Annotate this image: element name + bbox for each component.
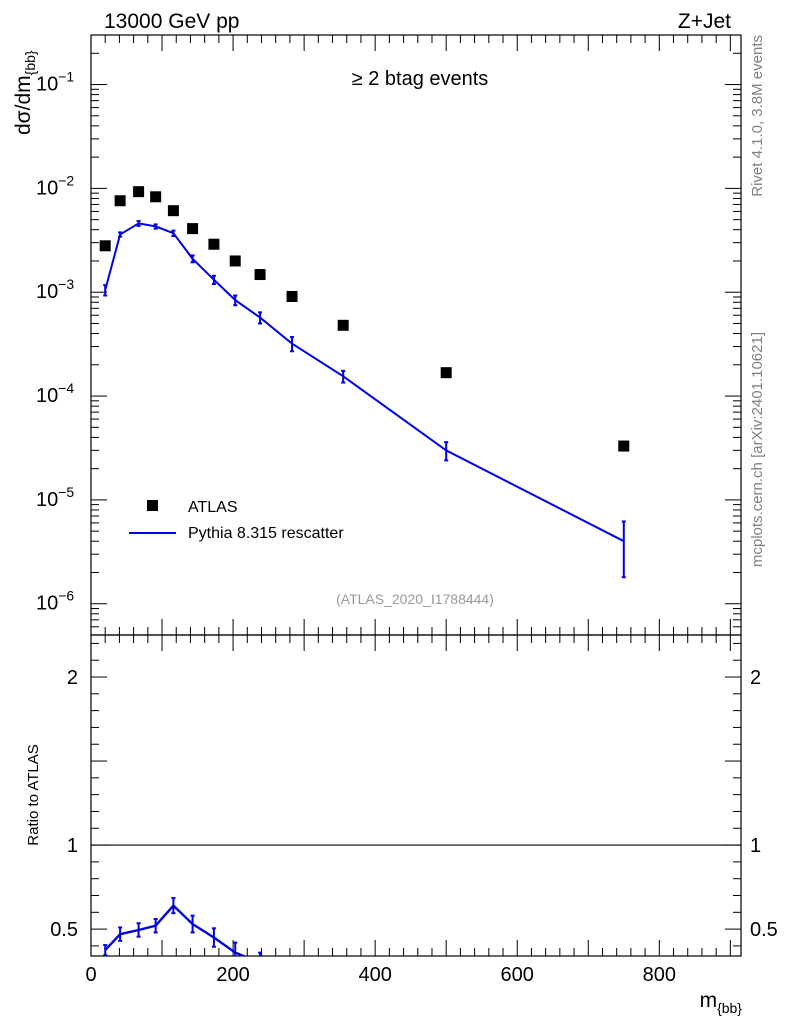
y-tick-exponent: −1 — [58, 69, 74, 85]
mcplots-label: mcplots.cern.ch [arXiv:2401.10621] — [749, 332, 766, 567]
atlas-data-point — [208, 238, 220, 250]
analysis-label: (ATLAS_2020_I1788444) — [336, 591, 494, 607]
atlas-data-point — [440, 367, 452, 379]
atlas-data-point — [254, 269, 266, 281]
ratio-y-axis-title: Ratio to ATLAS — [25, 744, 42, 845]
main-frame — [90, 34, 742, 636]
x-tick-label: 200 — [216, 964, 249, 986]
atlas-data-point — [167, 205, 179, 217]
x-tick-label: 400 — [358, 964, 391, 986]
y-axis-title-sub: {bb} — [22, 50, 38, 75]
atlas-data-point — [133, 186, 145, 198]
ratio-y-tick-label: 1 — [67, 835, 78, 857]
legend-label-pythia: Pythia 8.315 rescatter — [188, 525, 344, 542]
ratio-y-tick-label: 2 — [67, 667, 78, 689]
x-tick-label: 800 — [643, 964, 676, 986]
legend: ATLAS Pythia 8.315 rescatter — [129, 499, 344, 542]
y-tick-exponent: −3 — [58, 276, 74, 292]
mc-series-main — [103, 220, 626, 579]
y-tick-label: 10−6 — [36, 588, 74, 615]
main-axis-ticks — [91, 52, 741, 636]
y-axis-title-main: dσ/dm — [12, 75, 35, 135]
legend-marker-atlas — [147, 500, 158, 511]
y-tick-exponent: −6 — [58, 588, 74, 604]
atlas-data-point — [114, 195, 126, 207]
main-y-tick-labels: 10−1 10−2 10−3 10−4 10−5 10−6 — [36, 69, 74, 615]
ratio-frame — [90, 634, 742, 957]
ratio-x-ticks — [90, 635, 731, 956]
atlas-data-point — [229, 255, 241, 267]
y-tick-label: 10−1 — [36, 69, 74, 96]
x-tick-label: 0 — [85, 964, 96, 986]
ratio-y-tick-label: 0.5 — [50, 919, 78, 941]
ratio-y-tick-label: 2 — [750, 667, 761, 689]
ratio-y-tick-label: 1 — [750, 835, 761, 857]
atlas-data-point — [618, 440, 630, 452]
x-tick-label: 600 — [501, 964, 534, 986]
atlas-series-main — [99, 186, 630, 452]
x-axis-title: m{bb} — [700, 989, 743, 1016]
y-tick-label: 10−4 — [36, 380, 74, 407]
x-axis-title-sub: {bb} — [717, 1000, 742, 1016]
chart-title: ≥ 2 btag events — [352, 68, 489, 90]
main-y-axis-title: dσ/dm{bb} — [12, 50, 38, 135]
energy-label: 13000 GeV pp — [104, 10, 239, 33]
main-x-ticks — [90, 35, 731, 635]
mc-series-ratio — [103, 897, 263, 956]
y-tick-label: 10−5 — [36, 484, 74, 511]
ratio-y-tick-labels: 0.5 0.5 1 1 2 2 — [50, 667, 778, 941]
y-tick-label: 10−2 — [36, 172, 74, 199]
atlas-data-point — [286, 290, 298, 302]
y-tick-exponent: −4 — [58, 380, 74, 396]
y-tick-exponent: −2 — [58, 172, 74, 188]
atlas-data-point — [337, 319, 349, 331]
mc-line — [104, 222, 625, 543]
atlas-data-point — [150, 191, 162, 203]
x-tick-labels: 0 200 400 600 800 — [85, 964, 676, 986]
ratio-y-tick-label: 0.5 — [750, 919, 778, 941]
rivet-label: Rivet 4.1.0, 3.8M events — [749, 35, 766, 197]
y-tick-exponent: −5 — [58, 484, 74, 500]
legend-label-atlas: ATLAS — [188, 499, 238, 516]
ratio-axis-ticks — [91, 642, 741, 947]
process-label: Z+Jet — [678, 10, 731, 33]
atlas-data-point — [99, 240, 111, 252]
atlas-data-point — [187, 223, 199, 235]
x-axis-title-main: m — [700, 989, 718, 1012]
y-tick-label: 10−3 — [36, 276, 74, 303]
